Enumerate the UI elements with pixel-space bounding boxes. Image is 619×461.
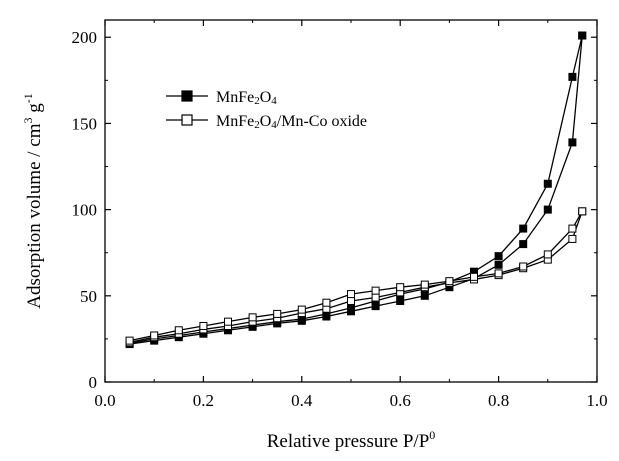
data-point-mnfe2o4-mnco-desorption [322,298,331,307]
series-line-mnfe2o4-adsorption [129,35,583,345]
data-point-mnfe2o4-desorption [578,31,587,40]
data-point-mnfe2o4-desorption [568,72,577,81]
y-axis-title-superscript-3: 3 [21,118,35,124]
data-point-mnfe2o4-mnco-desorption [420,280,429,289]
legend-label-part: O [260,113,272,130]
data-point-mnfe2o4-desorption [543,179,552,188]
legend-label-part: MnFe [216,113,254,130]
y-tick-label: 0 [89,373,98,392]
legend-label-part: 2 [254,119,260,131]
data-point-mnfe2o4-mnco-desorption [543,250,552,259]
data-point-mnfe2o4-adsorption [396,296,405,305]
data-point-mnfe2o4-adsorption [519,240,528,249]
data-point-mnfe2o4-adsorption [420,291,429,300]
x-tick-label: 0.8 [488,391,509,410]
data-point-mnfe2o4-adsorption [568,138,577,147]
data-point-mnfe2o4-mnco-desorption [297,305,306,314]
y-axis-title-text: Adsorption volume / cm [24,123,45,308]
x-tick-label: 1.0 [586,391,607,410]
legend-label-mnfe2o4-mnco: MnFe2O4/Mn-Co oxide [216,113,367,131]
data-point-mnfe2o4-desorption [347,303,355,312]
data-point-mnfe2o4-mnco-desorption [347,290,355,299]
data-point-mnfe2o4-mnco-desorption [371,286,380,295]
y-tick-label: 50 [80,287,97,306]
series-line-mnfe2o4-mnco-desorption [129,211,583,342]
x-tick-label: 0.0 [94,391,115,410]
x-tick-label: 0.2 [193,391,214,410]
x-tick-label: 0.6 [390,391,411,410]
data-point-mnfe2o4-mnco-desorption [396,283,405,292]
data-point-mnfe2o4-mnco-desorption [248,313,257,322]
legend-label-part: /Mn-Co oxide [277,113,367,130]
data-point-mnfe2o4-mnco-adsorption [371,293,380,302]
data-point-mnfe2o4-mnco-desorption [199,321,208,330]
data-point-mnfe2o4-mnco-desorption [273,309,282,318]
y-axis-title: Adsorption volume / cm3 g-1 [21,93,45,308]
legend-label-part: 4 [271,119,277,131]
y-tick-label: 150 [72,114,98,133]
x-axis-title: Relative pressure P/P0 [267,428,436,452]
data-point-mnfe2o4-adsorption [543,205,552,214]
data-point-mnfe2o4-adsorption [494,260,503,269]
y-axis-title-group: Adsorption volume / cm3 g-1 [21,93,45,308]
data-point-mnfe2o4-mnco-desorption [470,272,478,281]
data-point-mnfe2o4-mnco-desorption [519,262,528,271]
series-line-mnfe2o4-desorption [129,35,583,344]
y-axis-title-unit-g: g [24,103,45,118]
x-tick-label: 0.4 [291,391,313,410]
legend-marker-mnfe2o4-mnco [181,114,193,126]
legend-label-part: 4 [271,95,277,107]
data-point-mnfe2o4-mnco-desorption [445,277,454,286]
data-point-mnfe2o4-mnco-desorption [125,336,134,345]
data-point-mnfe2o4-mnco-desorption [494,269,503,278]
data-point-mnfe2o4-mnco-desorption [224,317,232,326]
data-point-mnfe2o4-mnco-desorption [568,224,577,233]
data-point-mnfe2o4-desorption [494,252,503,261]
legend-marker-mnfe2o4 [181,90,193,102]
data-point-mnfe2o4-mnco-adsorption [568,234,577,243]
data-point-mnfe2o4-mnco-desorption [150,331,159,340]
legend-label-part: MnFe [216,89,254,106]
data-point-mnfe2o4-mnco-adsorption [347,296,355,305]
y-tick-label: 100 [72,201,98,220]
legend-label-part: 2 [254,95,260,107]
y-axis-title-superscript-neg1: -1 [21,93,35,103]
plot-area: 0.0 0.2 0.4 0.6 0.8 1.0 0 50 100 150 200 Relative p… [21,19,608,452]
data-point-mnfe2o4-mnco-desorption [174,326,183,335]
y-tick-label: 200 [72,28,98,47]
series-line-mnfe2o4-mnco-adsorption [129,211,583,343]
legend-label-part: O [260,89,272,106]
legend-label-mnfe2o4: MnFe2O4 [216,89,277,107]
x-axis-title-text: Relative pressure P/P [267,431,430,452]
data-point-mnfe2o4-desorption [519,224,528,233]
x-axis-title-superscript: 0 [429,428,435,442]
data-point-mnfe2o4-mnco-desorption [578,207,587,216]
